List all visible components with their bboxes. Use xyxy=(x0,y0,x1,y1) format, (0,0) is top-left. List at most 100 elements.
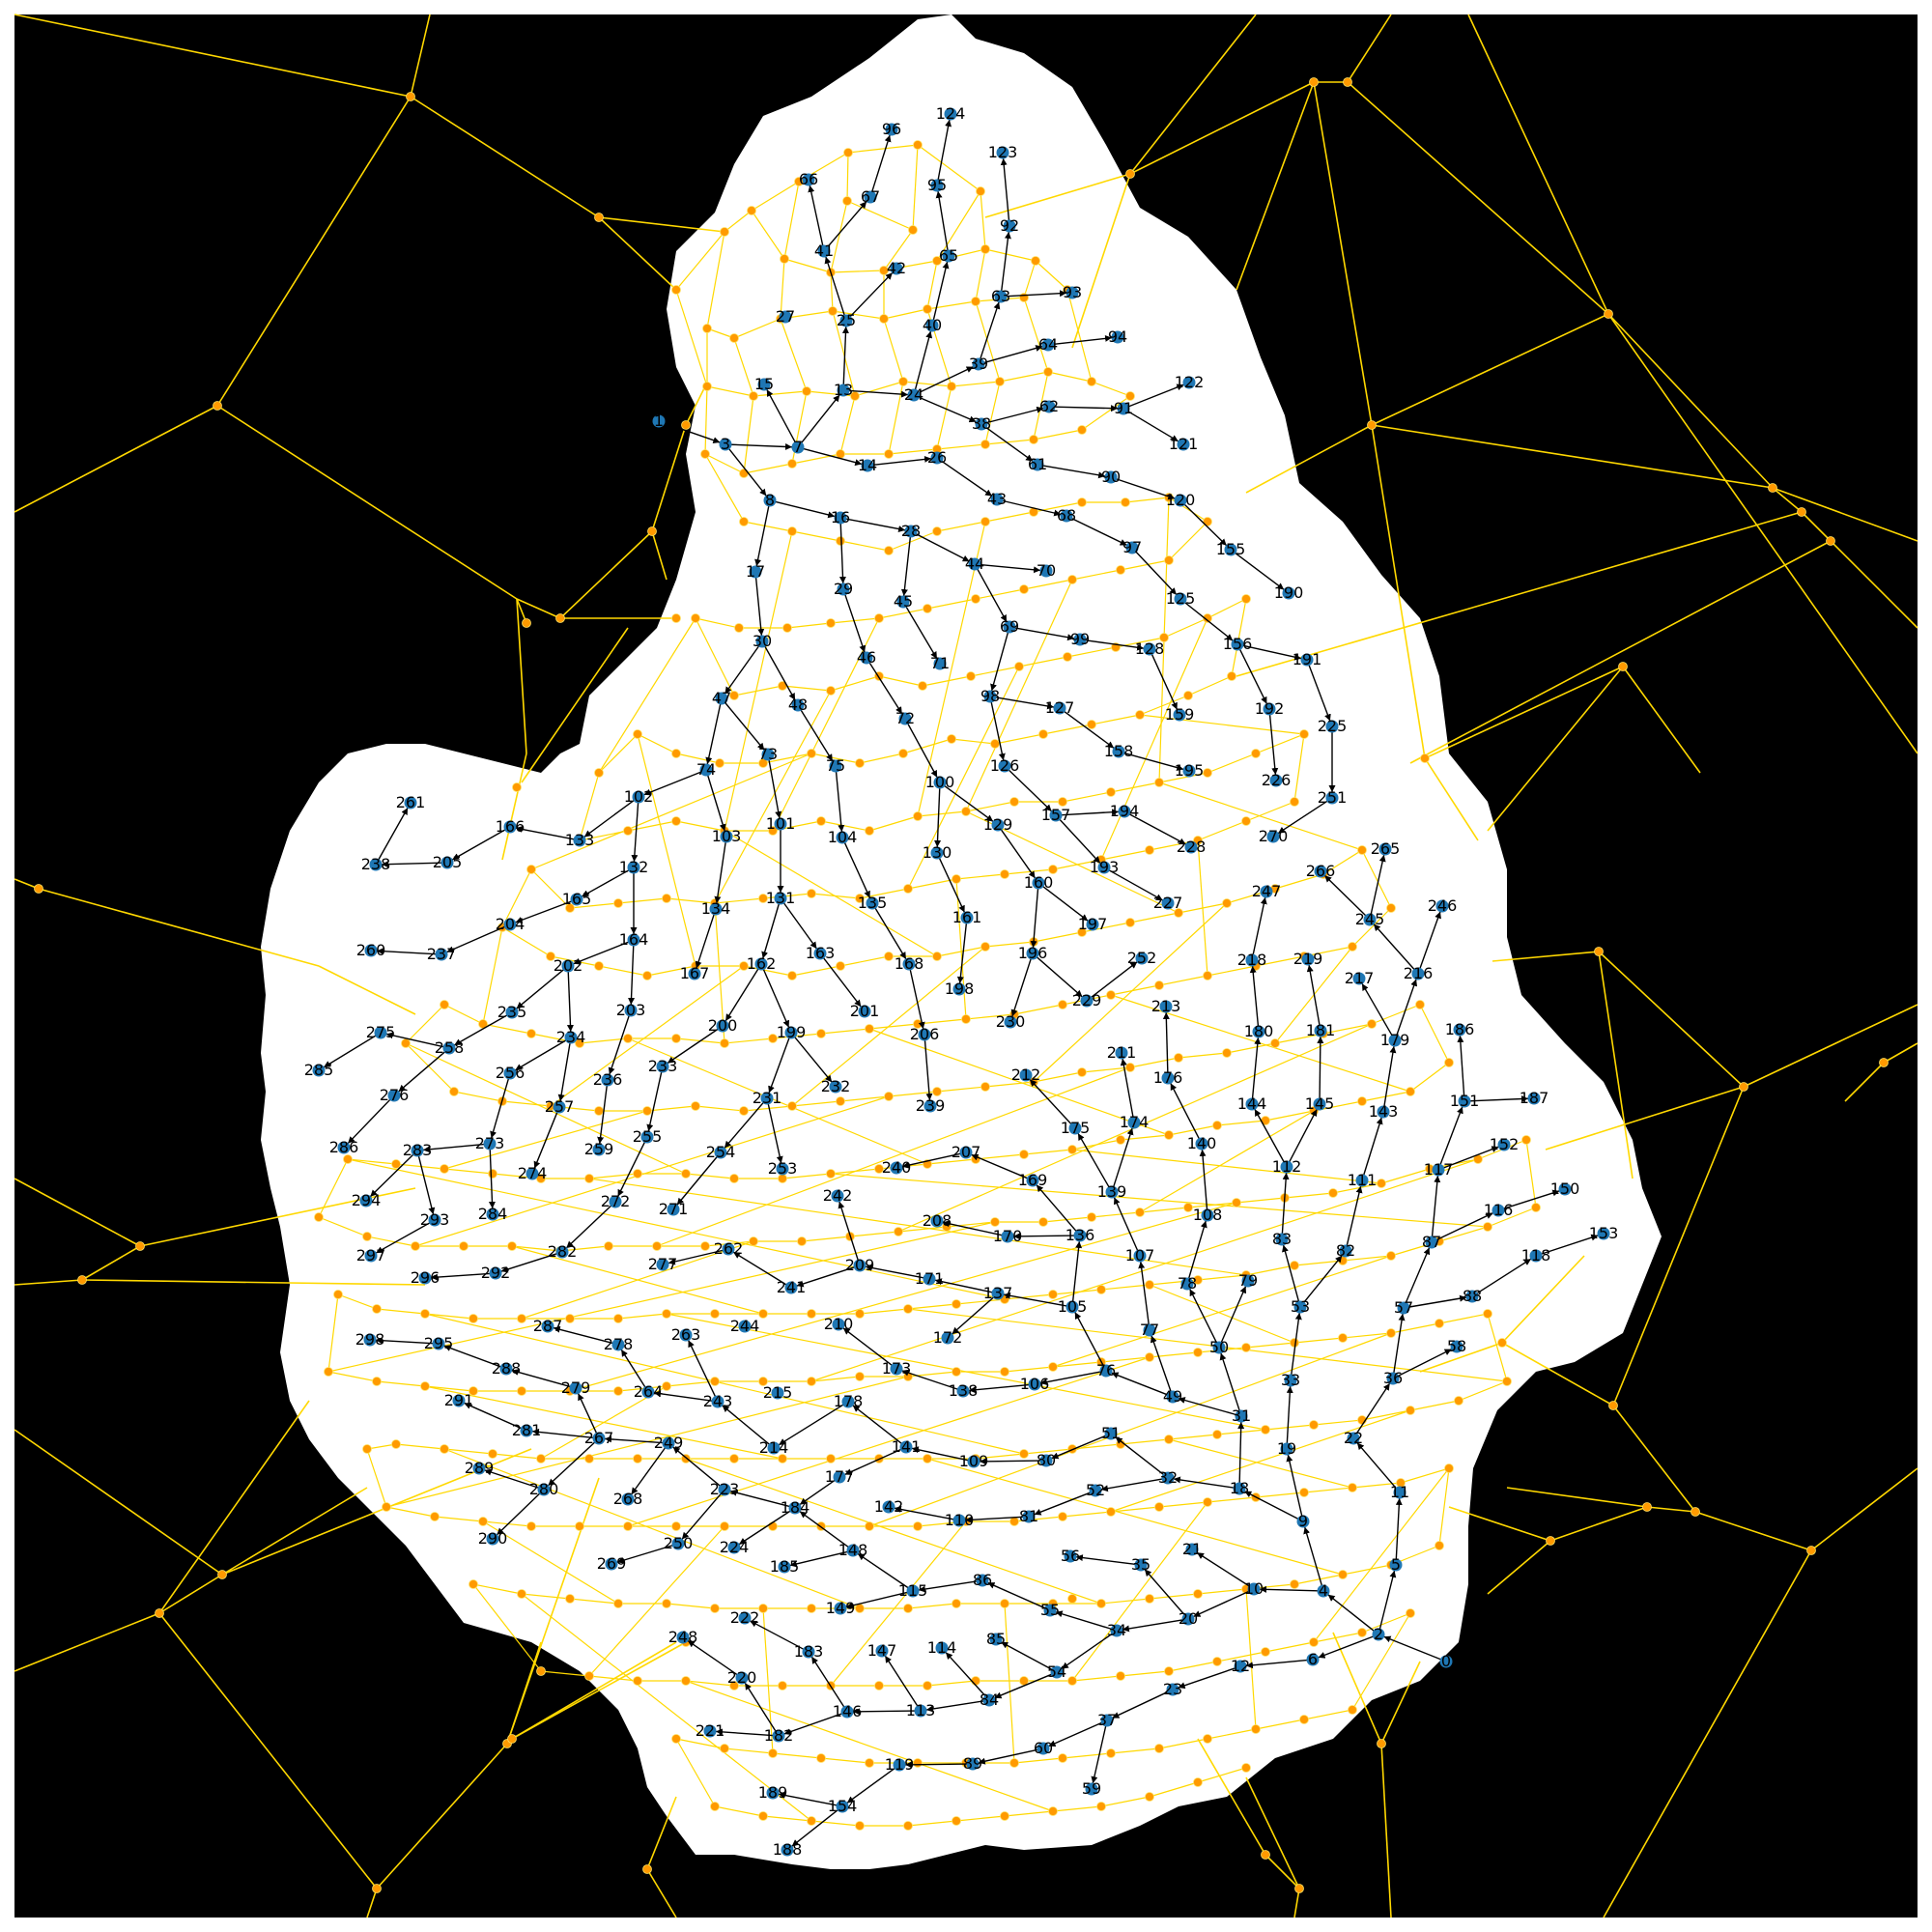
node-label: 38 xyxy=(972,414,991,433)
tree-edge xyxy=(1111,1372,1168,1396)
tree-edge xyxy=(1113,1197,1139,1251)
voronoi-edge xyxy=(1023,1149,1073,1155)
node-label: 186 xyxy=(1445,1020,1475,1038)
node-label: 95 xyxy=(927,176,947,194)
voronoi-vertex xyxy=(1154,778,1164,787)
tree-node xyxy=(640,1130,654,1144)
node-label: 121 xyxy=(1169,435,1199,453)
voronoi-edge xyxy=(685,1680,735,1687)
tree-node xyxy=(1245,1097,1259,1111)
voronoi-vertex xyxy=(1067,1676,1077,1686)
tree-edge xyxy=(852,1405,902,1444)
voronoi-vertex xyxy=(1063,652,1072,662)
voronoi-edge xyxy=(1120,559,1170,571)
voronoi-edge xyxy=(443,1004,484,1025)
tree-node xyxy=(1301,952,1315,966)
tree-node xyxy=(735,1671,749,1685)
node-label: 7 xyxy=(793,438,803,456)
voronoi-vertex xyxy=(594,1106,604,1116)
tree-node xyxy=(1089,1484,1102,1497)
tree-node xyxy=(1049,809,1063,822)
voronoi-edge xyxy=(14,1279,83,1286)
tree-edge xyxy=(1034,1492,1091,1516)
node-label: 237 xyxy=(427,945,457,963)
voronoi-edge xyxy=(791,530,841,542)
voronoi-edge xyxy=(762,753,812,764)
tree-node xyxy=(337,1141,351,1154)
node-label: 63 xyxy=(991,287,1010,305)
tree-edge xyxy=(1395,1497,1403,1560)
tree-node xyxy=(925,319,939,332)
voronoi-vertex xyxy=(980,517,990,526)
tree-edge xyxy=(1173,1476,1235,1489)
node-label: 154 xyxy=(828,1797,858,1815)
voronoi-edge xyxy=(984,173,1131,218)
tree-edge xyxy=(979,1458,1041,1465)
node-label: 54 xyxy=(1047,1662,1066,1681)
node-label: 94 xyxy=(1108,327,1127,346)
tree-edge xyxy=(1144,1569,1185,1615)
voronoi-vertex xyxy=(440,1444,449,1454)
voronoi-edge xyxy=(530,868,571,909)
voronoi-edge xyxy=(14,14,412,98)
voronoi-edge xyxy=(1245,1588,1257,1730)
voronoi-edge xyxy=(780,318,808,392)
tree-edge xyxy=(385,1032,444,1048)
voronoi-edge xyxy=(666,897,716,904)
voronoi-edge xyxy=(376,1308,426,1315)
voronoi-vertex xyxy=(715,758,724,768)
voronoi-edge xyxy=(1361,849,1392,909)
voronoi-vertex xyxy=(613,898,623,908)
voronoi-vertex xyxy=(565,1594,575,1604)
voronoi-edge xyxy=(762,1815,812,1822)
tree-edge xyxy=(728,448,767,497)
voronoi-vertex xyxy=(1058,1753,1067,1763)
tree-edge xyxy=(937,119,952,181)
tree-edge xyxy=(369,1153,414,1198)
voronoi-vertex xyxy=(729,1681,739,1690)
voronoi-vertex xyxy=(1768,483,1777,493)
voronoi-edge xyxy=(1100,1796,1151,1807)
voronoi-edge xyxy=(1545,1086,1745,1151)
tree-edge xyxy=(842,1327,893,1366)
tree-node xyxy=(990,493,1004,506)
voronoi-vertex xyxy=(575,1038,584,1048)
tree-edge xyxy=(1286,1385,1293,1444)
tree-node xyxy=(1432,1163,1445,1177)
voronoi-edge xyxy=(859,753,904,764)
voronoi-vertex xyxy=(613,1314,623,1323)
voronoi-vertex xyxy=(1299,729,1309,739)
voronoi-edge xyxy=(1004,1366,1054,1373)
voronoi-edge xyxy=(598,216,677,291)
node-label: 11 xyxy=(1390,1483,1409,1501)
voronoi-vertex xyxy=(700,449,710,459)
node-label: 19 xyxy=(1277,1439,1296,1458)
voronoi-vertex xyxy=(932,256,942,266)
node-label: 145 xyxy=(1305,1094,1335,1113)
voronoi-edge xyxy=(743,965,793,977)
voronoi-vertex xyxy=(1145,1352,1154,1362)
node-label: 209 xyxy=(845,1256,875,1274)
tree-node xyxy=(749,565,762,579)
tree-node xyxy=(899,1440,913,1454)
voronoi-edge xyxy=(1149,1781,1199,1798)
tree-edge xyxy=(808,185,824,246)
node-label: 181 xyxy=(1306,1021,1336,1039)
tree-edge xyxy=(1476,1258,1532,1294)
tree-edge xyxy=(810,1656,845,1708)
tree-node xyxy=(374,1026,387,1039)
voronoi-vertex xyxy=(1241,816,1251,826)
voronoi-edge xyxy=(783,258,832,273)
tree-node xyxy=(592,1432,606,1445)
tree-node xyxy=(781,1843,794,1857)
node-label: 298 xyxy=(355,1330,385,1349)
tree-node xyxy=(994,290,1008,303)
tree-edge xyxy=(952,1296,994,1335)
tree-edge xyxy=(705,703,722,765)
tree-node xyxy=(1558,1182,1572,1196)
tree-edge xyxy=(1503,1189,1560,1209)
tree-node xyxy=(1161,896,1175,910)
tree-edge xyxy=(766,388,796,443)
node-label: 59 xyxy=(1082,1779,1101,1798)
tree-edge xyxy=(823,957,862,1008)
